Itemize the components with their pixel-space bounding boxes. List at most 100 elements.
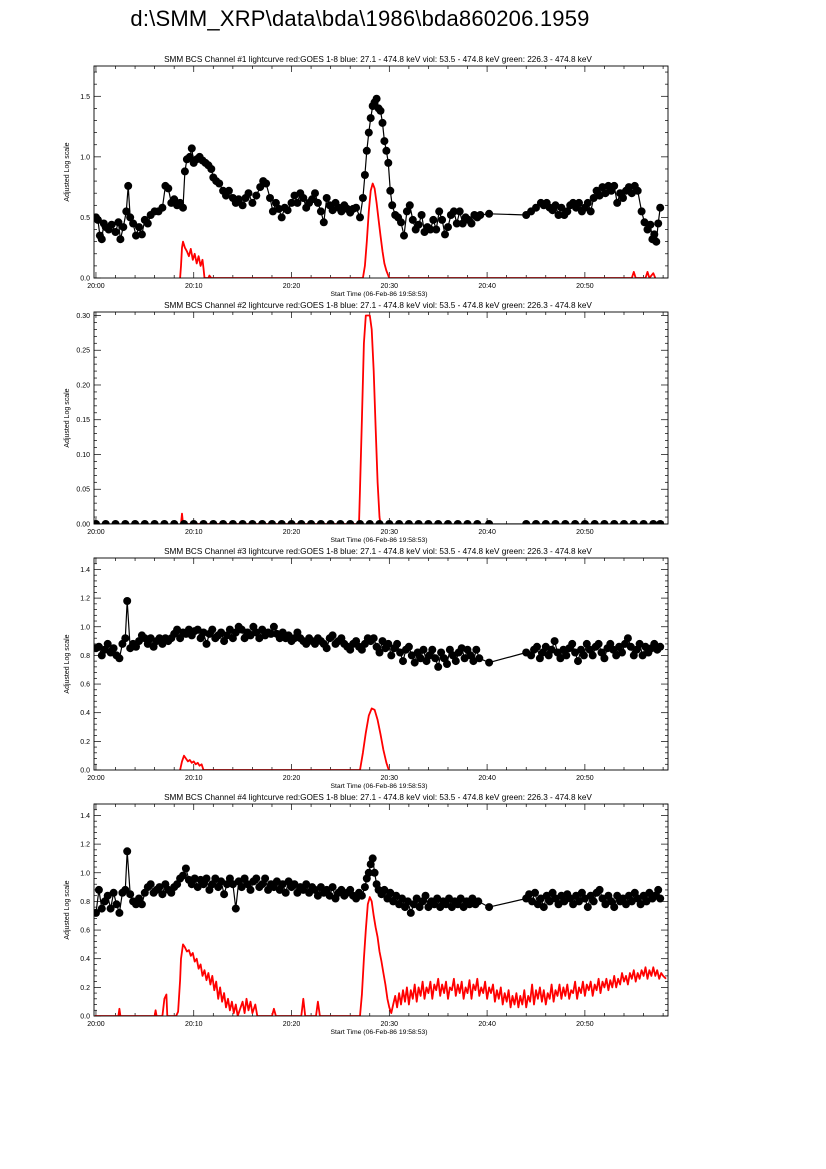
x-tick-label: 20:10: [185, 529, 203, 536]
chart-panel-2: SMM BCS Channel #2 lightcurve red:GOES 1…: [64, 301, 669, 544]
data-point: [438, 215, 447, 224]
plot-frame: [93, 311, 669, 525]
y-tick-label: 0.2: [80, 985, 90, 992]
data-point: [485, 903, 494, 912]
data-point: [375, 648, 384, 657]
data-point: [116, 235, 125, 244]
chart-title: SMM BCS Channel #3 lightcurve red:GOES 1…: [164, 547, 592, 556]
data-point: [629, 520, 638, 524]
data-point: [654, 219, 663, 228]
data-point: [562, 651, 571, 660]
data-point: [610, 903, 619, 912]
data-point: [179, 871, 187, 880]
data-point: [140, 520, 149, 524]
data-point: [123, 847, 132, 856]
data-point: [421, 891, 430, 900]
data-point: [119, 223, 128, 232]
data-point: [155, 883, 164, 892]
data-point: [386, 186, 395, 195]
data-point: [403, 897, 412, 906]
data-point: [180, 520, 188, 524]
data-point: [103, 891, 112, 900]
y-axis-label: Adjusted Log scale: [64, 388, 71, 447]
data-point: [434, 662, 443, 671]
data-point: [456, 894, 465, 903]
data-point: [248, 198, 257, 207]
y-tick-label: 1.0: [80, 870, 90, 877]
data-point: [262, 179, 271, 188]
data-point: [600, 654, 609, 663]
data-point: [476, 211, 485, 219]
data-point: [114, 218, 123, 227]
data-point: [287, 198, 296, 207]
data-point: [246, 885, 255, 894]
y-tick-label: 0.10: [76, 452, 90, 459]
data-point: [432, 225, 441, 234]
data-point: [109, 888, 118, 897]
data-point: [380, 137, 389, 146]
data-point: [336, 520, 345, 524]
x-tick-label: 20:00: [87, 1021, 105, 1028]
data-point: [561, 520, 570, 524]
data-point: [589, 897, 598, 906]
data-point: [179, 203, 187, 212]
y-tick-label: 0.15: [76, 417, 90, 424]
data-point: [271, 198, 280, 207]
data-point: [601, 900, 610, 909]
data-point: [410, 658, 419, 667]
y-tick-label: 1.2: [80, 842, 90, 849]
data-point: [97, 235, 106, 244]
chart-title: SMM BCS Channel #1 lightcurve red:GOES 1…: [164, 55, 592, 64]
x-axis-label: Start Time (06-Feb-86 19:58:53): [330, 291, 427, 298]
data-point: [187, 144, 196, 153]
series-group: [94, 847, 667, 1016]
data-point: [299, 194, 308, 202]
data-point: [414, 520, 423, 524]
data-point: [407, 651, 416, 660]
data-point: [97, 904, 106, 913]
x-tick-label: 20:30: [381, 775, 399, 782]
data-point: [316, 520, 325, 524]
page-title: d:\SMM_XRP\data\bda\1986\bda860206.1959: [130, 6, 590, 31]
data-point: [158, 890, 167, 899]
data-point: [531, 888, 539, 897]
data-point: [613, 198, 622, 207]
data-point: [372, 94, 381, 103]
data-point: [319, 218, 328, 227]
data-point: [485, 658, 494, 667]
data-point: [563, 207, 572, 216]
data-point: [532, 520, 540, 524]
data-point: [180, 167, 189, 176]
data-point: [579, 651, 588, 660]
data-point: [541, 520, 550, 524]
data-point: [302, 880, 311, 889]
data-point: [402, 207, 411, 216]
data-point: [277, 213, 286, 222]
data-point: [357, 891, 366, 900]
data-point: [633, 186, 642, 195]
x-tick-label: 20:40: [478, 283, 496, 290]
data-point: [252, 191, 261, 200]
data-point: [258, 520, 267, 524]
data-point: [475, 654, 484, 663]
y-tick-label: 0.30: [76, 313, 90, 320]
data-point: [207, 165, 216, 173]
y-tick-label: 0.0: [80, 768, 90, 775]
data-point: [146, 880, 155, 889]
data-point: [107, 220, 116, 229]
data-point: [444, 223, 452, 232]
data-point: [261, 874, 270, 883]
data-point: [474, 897, 483, 906]
data-point: [356, 213, 364, 222]
data-point: [364, 868, 373, 877]
data-point: [588, 651, 597, 660]
data-point: [452, 219, 461, 228]
data-point: [238, 201, 247, 210]
data-point: [626, 642, 635, 651]
data-point: [266, 194, 274, 202]
data-point: [219, 520, 228, 524]
y-tick-label: 0.6: [80, 928, 90, 935]
y-tick-label: 0.25: [76, 348, 90, 355]
data-point: [404, 520, 413, 524]
x-tick-label: 20:20: [283, 283, 301, 290]
